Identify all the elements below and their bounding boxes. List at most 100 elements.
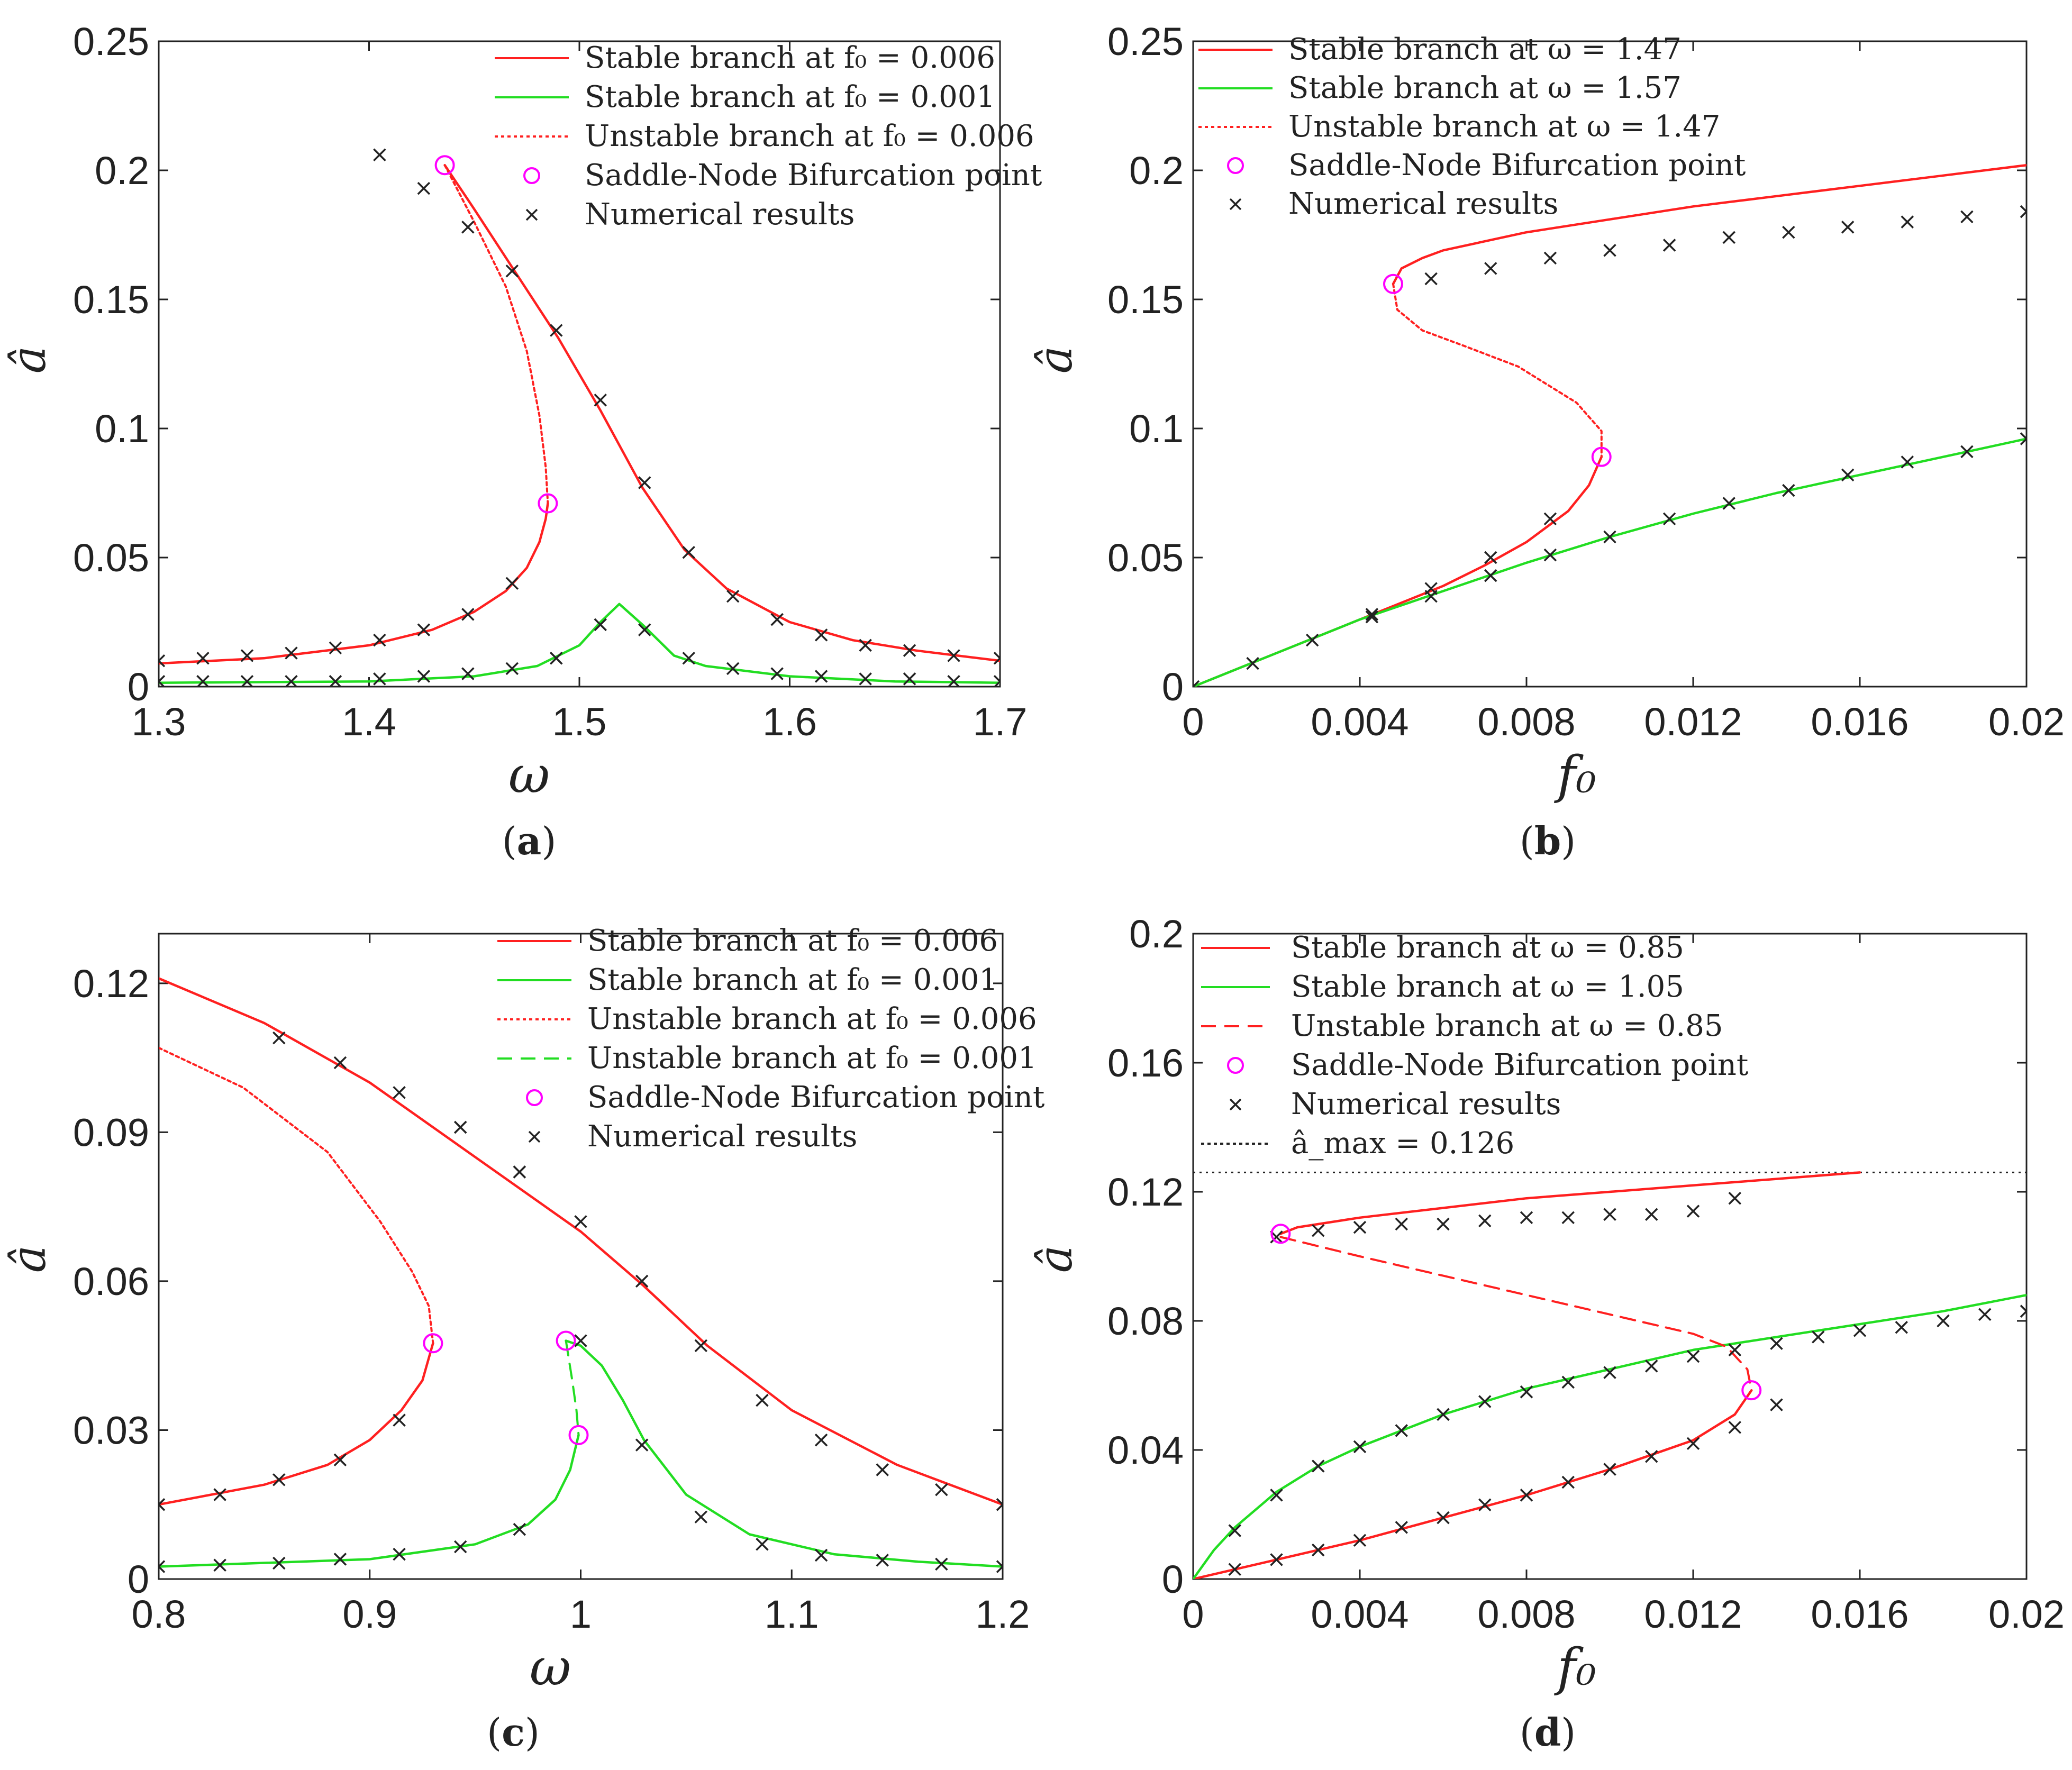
legend: Stable branch at ω = 1.47 Stable branch a… [1198, 32, 1746, 221]
numerical-result-point [1228, 1524, 1241, 1537]
x-tick-label: 0.008 [1477, 1592, 1575, 1636]
x-axis-label: f₀ [1554, 1638, 1596, 1697]
legend-cross-marker [525, 208, 538, 221]
numerical-result-point [1603, 1463, 1616, 1476]
numerical-result-point [1193, 680, 1200, 687]
bifurcation-point [538, 493, 558, 514]
numerical-result-point [159, 654, 166, 668]
legend-label: Unstable branch at f₀ = 0.001 [587, 1041, 1037, 1075]
y-tick-label: 0.2 [95, 149, 149, 193]
series-line [159, 1342, 434, 1506]
numerical-result-point [1901, 215, 1914, 229]
y-axis-label: â [1028, 346, 1083, 373]
numerical-result-point [329, 641, 342, 655]
plot-frame [1192, 40, 2028, 688]
panel-label: (b) [1520, 818, 1576, 863]
legend-circle-marker [526, 1089, 543, 1106]
numerical-result-point [756, 1538, 769, 1551]
numerical-result-point [1686, 1205, 1700, 1218]
y-tick-label: 0.05 [1107, 536, 1184, 580]
numerical-result-point [1246, 656, 1259, 670]
numerical-result-point [996, 1560, 1003, 1573]
numerical-result-point [993, 675, 1000, 687]
numerical-result-point [417, 623, 431, 636]
numerical-result-point [1960, 445, 1974, 459]
legend-label: Saddle-Node Bifurcation point [587, 1080, 1045, 1115]
numerical-result-point [1520, 1211, 1533, 1225]
numerical-result-point [550, 652, 563, 665]
numerical-result-point [1312, 1459, 1325, 1473]
numerical-result-point [996, 1498, 1003, 1511]
numerical-result-point [903, 672, 916, 686]
x-tick-label: 0.016 [1811, 1592, 1909, 1636]
numerical-result-point [453, 1540, 467, 1554]
series-line [1193, 437, 2026, 687]
x-tick-label: 0.012 [1644, 1592, 1742, 1636]
y-tick-label: 0.16 [1107, 1041, 1184, 1085]
numerical-result-point [1424, 582, 1438, 595]
numerical-result-point [859, 672, 872, 686]
numerical-result-point [814, 1433, 828, 1447]
panel-c: 0.8 0.9 1 1.1 1.2 0 0.03 0.06 0.09 0.12 ω â (c) Stabl… [2, 924, 1045, 1755]
numerical-result-point [393, 1547, 406, 1561]
numerical-result-point [505, 577, 519, 590]
numerical-result-point [1543, 512, 1557, 526]
y-tick-label: 0.25 [1107, 20, 1184, 63]
y-tick-label: 0.25 [73, 20, 149, 63]
numerical-result-point [814, 670, 828, 683]
numerical-result-point [1353, 1220, 1367, 1234]
series-line [1392, 163, 2026, 285]
numerical-result-point [1395, 1521, 1408, 1534]
y-tick-label: 0.15 [73, 278, 149, 322]
legend-label: Stable branch at f₀ = 0.001 [585, 80, 995, 114]
numerical-result-point [1312, 1543, 1325, 1557]
legend-label: Stable branch at f₀ = 0.006 [587, 924, 998, 958]
numerical-result-point [1722, 231, 1735, 244]
numerical-result-point [1561, 1375, 1575, 1389]
y-tick-label: 0.04 [1107, 1428, 1184, 1472]
panel-label: (c) [487, 1710, 540, 1755]
numerical-result-point [1395, 1217, 1408, 1231]
numerical-result-point [417, 670, 431, 683]
numerical-result-point [1270, 1489, 1283, 1502]
numerical-result-point [756, 1393, 769, 1407]
series-line [565, 1339, 1003, 1568]
x-tick-label: 1 [570, 1592, 592, 1636]
numerical-result-point [1437, 1217, 1450, 1231]
x-tick-label: 1.3 [132, 700, 186, 744]
numerical-result-point [694, 1510, 708, 1523]
numerical-result-point [1424, 272, 1438, 286]
numerical-result-point [2020, 1304, 2026, 1318]
numerical-result-point [903, 644, 916, 657]
y-tick-label: 0 [128, 665, 149, 709]
numerical-result-point [1770, 1337, 1783, 1350]
numerical-result-point [1484, 262, 1497, 275]
series-line [159, 603, 1000, 684]
y-tick-label: 0 [1162, 665, 1184, 709]
numerical-result-point [159, 1498, 166, 1511]
numerical-result-point [159, 675, 166, 687]
numerical-result-point [1728, 1343, 1741, 1357]
numerical-result-point [726, 662, 740, 676]
numerical-result-point [513, 1165, 526, 1179]
numerical-result-point [2020, 432, 2026, 445]
numerical-result-point [1901, 455, 1914, 469]
numerical-result-point [1561, 1211, 1575, 1225]
y-axis-label: â [2, 1245, 56, 1273]
legend-label: Stable branch at ω = 1.47 [1288, 32, 1682, 67]
y-tick-label: 0.1 [1129, 407, 1184, 451]
numerical-result-point [1484, 569, 1497, 582]
numerical-result-point [373, 672, 386, 686]
bifurcation-point [1591, 446, 1612, 467]
legend-label: â_max = 0.126 [1291, 1126, 1514, 1161]
numerical-result-point [1812, 1330, 1825, 1344]
x-axis-label: ω [530, 1638, 571, 1697]
numerical-result-point [574, 1334, 587, 1347]
numerical-result-point [461, 221, 475, 234]
plot-frame [1192, 933, 2028, 1580]
numerical-result-point [1841, 468, 1855, 482]
numerical-result-point [213, 1558, 226, 1572]
numerical-result-point [682, 652, 695, 665]
legend-label: Numerical results [585, 197, 855, 232]
x-tick-label: 1.1 [765, 1592, 819, 1636]
